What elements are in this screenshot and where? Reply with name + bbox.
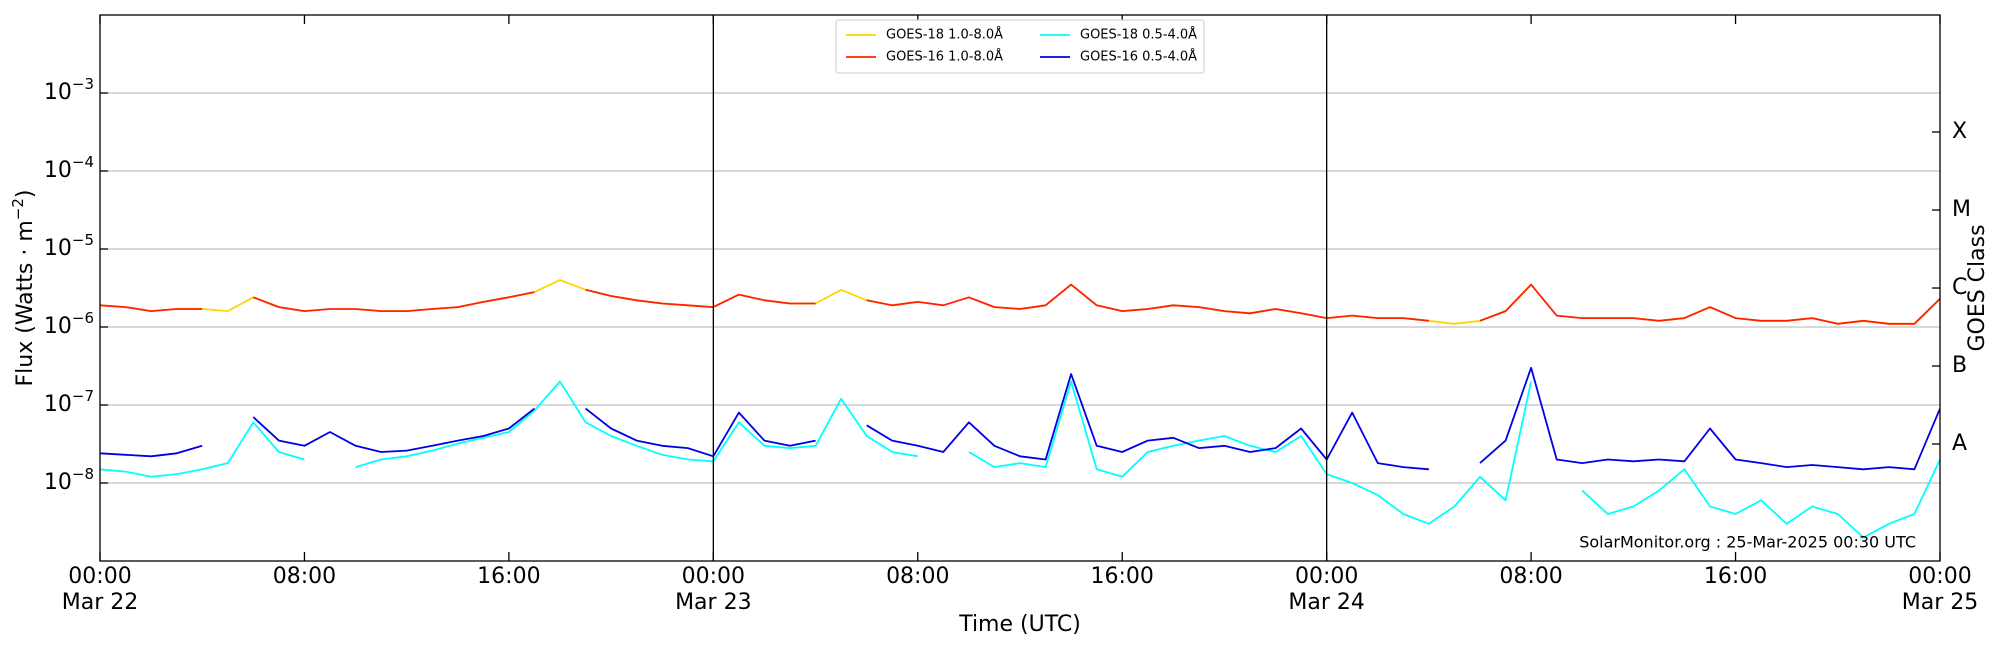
y2-tick-label: M xyxy=(1952,197,1971,222)
x-tick-date: Mar 22 xyxy=(62,590,139,615)
plot-lines xyxy=(100,279,1940,539)
legend-label: GOES-18 0.5-4.0Å xyxy=(1080,27,1197,43)
x-tick-label: 08:00 xyxy=(1499,564,1562,589)
y-tick-label: 10−3 xyxy=(44,75,94,106)
y-axis-label: Flux (Watts · m−2) xyxy=(9,190,39,387)
x-tick-label: 16:00 xyxy=(1091,564,1154,589)
x-tick-date: Mar 25 xyxy=(1902,590,1979,615)
legend-label: GOES-16 1.0-8.0Å xyxy=(886,49,1003,65)
y-axis-label-part: Flux (Watts · m xyxy=(13,220,38,386)
y2-tick-label: X xyxy=(1952,119,1967,144)
legend-label: GOES-18 1.0-8.0Å xyxy=(886,27,1003,43)
y-tick-base: 10 xyxy=(44,158,72,183)
y-tick-label: 10−7 xyxy=(44,387,94,418)
x-tick-label: 00:00 xyxy=(682,564,745,589)
y-tick-exponent: −3 xyxy=(72,75,94,93)
x-axis-label: Time (UTC) xyxy=(958,612,1081,637)
y-tick-label: 10−4 xyxy=(44,153,94,184)
y2-tick-label: B xyxy=(1952,353,1967,378)
y-tick-exponent: −7 xyxy=(72,387,94,405)
y2-tick-label: C xyxy=(1952,275,1967,300)
y-axis-label-exponent: −2 xyxy=(9,198,27,220)
series-line xyxy=(100,283,1940,325)
y-axis-label-part: ) xyxy=(13,190,38,199)
y-tick-exponent: −8 xyxy=(72,465,94,483)
y-tick-label: 10−6 xyxy=(44,309,94,340)
y-tick-base: 10 xyxy=(44,392,72,417)
grid xyxy=(100,92,1940,484)
x-tick-date: Mar 23 xyxy=(675,590,752,615)
x-tick-label: 08:00 xyxy=(886,564,949,589)
legend: GOES-18 1.0-8.0Å GOES-16 1.0-8.0Å GOES-18 … xyxy=(835,19,1205,74)
annotation: SolarMonitor.org : 25-Mar-2025 00:30 UTC xyxy=(1579,533,1916,552)
x-tick-label: 08:00 xyxy=(273,564,336,589)
legend-label: GOES-16 0.5-4.0Å xyxy=(1080,49,1197,65)
x-tick-label: 16:00 xyxy=(477,564,540,589)
x-tick-label: 00:00 xyxy=(1908,564,1971,589)
y-tick-label: 10−5 xyxy=(44,231,94,262)
y-tick-base: 10 xyxy=(44,314,72,339)
series-line xyxy=(100,366,1940,471)
y-tick-exponent: −5 xyxy=(72,231,94,249)
legend-box xyxy=(835,19,1205,74)
y-tick-exponent: −6 xyxy=(72,309,94,327)
x-tick-date: Mar 24 xyxy=(1288,590,1365,615)
y-tick-exponent: −4 xyxy=(72,153,94,171)
x-tick-label: 16:00 xyxy=(1704,564,1767,589)
y2-axis-label: GOES Class xyxy=(1965,224,1990,351)
y-tick-base: 10 xyxy=(44,80,72,105)
x-tick-label: 00:00 xyxy=(68,564,131,589)
y-tick-base: 10 xyxy=(44,236,72,261)
y-tick-base: 10 xyxy=(44,470,72,495)
series-line xyxy=(100,380,1940,539)
y2-tick-label: A xyxy=(1952,431,1967,456)
y-tick-label: 10−8 xyxy=(44,465,94,496)
x-tick-label: 00:00 xyxy=(1295,564,1358,589)
